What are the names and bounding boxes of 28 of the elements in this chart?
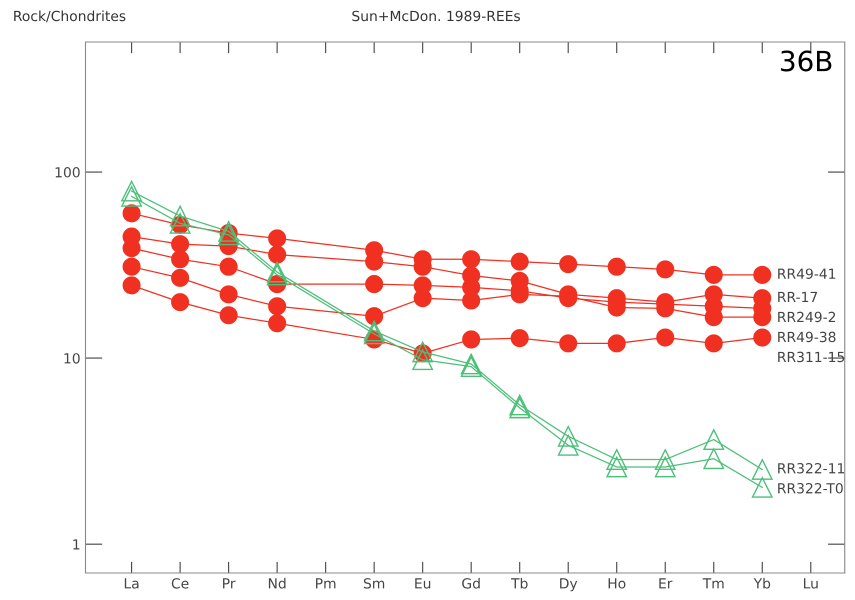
x-tick-label: Tm: [702, 578, 724, 588]
y-tick-label: 100: [56, 167, 80, 178]
y-axis-title: Rock/Chondrites: [14, 10, 126, 22]
x-tick-label: Er: [659, 578, 672, 588]
series-label: RR311-15: [778, 352, 844, 362]
x-tick-label: Yb: [754, 578, 770, 589]
x-tick-label: Pr: [223, 578, 236, 588]
chart-title: Sun+McDon. 1989-REEs: [352, 10, 520, 22]
x-tick-label: Nd: [268, 578, 286, 589]
series-label: RR49-38: [778, 332, 836, 342]
y-tick-label: 1: [73, 539, 80, 550]
x-tick-label: Ho: [608, 578, 626, 589]
x-tick-label: Ce: [172, 578, 188, 589]
annotation: 36B: [781, 50, 832, 72]
series-label: RR-17: [778, 292, 818, 302]
x-tick-label: Sm: [364, 578, 384, 589]
x-tick-label: Pm: [316, 578, 336, 588]
y-tick-label: 10: [64, 353, 80, 364]
x-tick-label: Tb: [511, 578, 528, 589]
series-label: RR322-T0: [778, 483, 843, 494]
x-tick-label: Gd: [462, 578, 480, 589]
x-tick-label: Eu: [415, 578, 430, 589]
series-label: RR49-41: [778, 268, 836, 279]
x-tick-label: Dy: [560, 578, 578, 592]
series-label: RR322-11: [778, 463, 844, 474]
x-tick-label: Lu: [804, 578, 818, 589]
series-label: RR249-2: [778, 312, 836, 322]
x-tick-label: La: [124, 578, 138, 589]
